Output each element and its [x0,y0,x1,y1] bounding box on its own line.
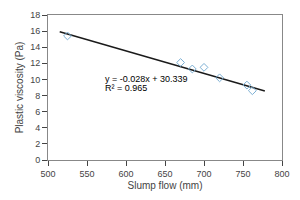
svg-text:650: 650 [157,169,172,179]
svg-text:2: 2 [35,139,40,149]
svg-text:0: 0 [35,155,40,165]
svg-text:800: 800 [274,169,289,179]
svg-text:16: 16 [30,26,40,36]
svg-text:10: 10 [30,75,40,85]
svg-text:550: 550 [79,169,94,179]
svg-text:R² = 0.965: R² = 0.965 [105,83,147,93]
svg-text:12: 12 [30,58,40,68]
svg-text:18: 18 [30,10,40,20]
svg-text:4: 4 [35,123,40,133]
svg-text:750: 750 [235,169,250,179]
svg-text:700: 700 [196,169,211,179]
svg-text:600: 600 [118,169,133,179]
svg-text:Plastic viscosity (Pa): Plastic viscosity (Pa) [14,42,25,134]
svg-text:500: 500 [40,169,55,179]
svg-text:14: 14 [30,42,40,52]
svg-text:6: 6 [35,107,40,117]
svg-text:8: 8 [35,91,40,101]
svg-text:Slump flow (mm): Slump flow (mm) [127,180,202,191]
svg-text:y = -0.028x + 30.339: y = -0.028x + 30.339 [105,74,188,84]
